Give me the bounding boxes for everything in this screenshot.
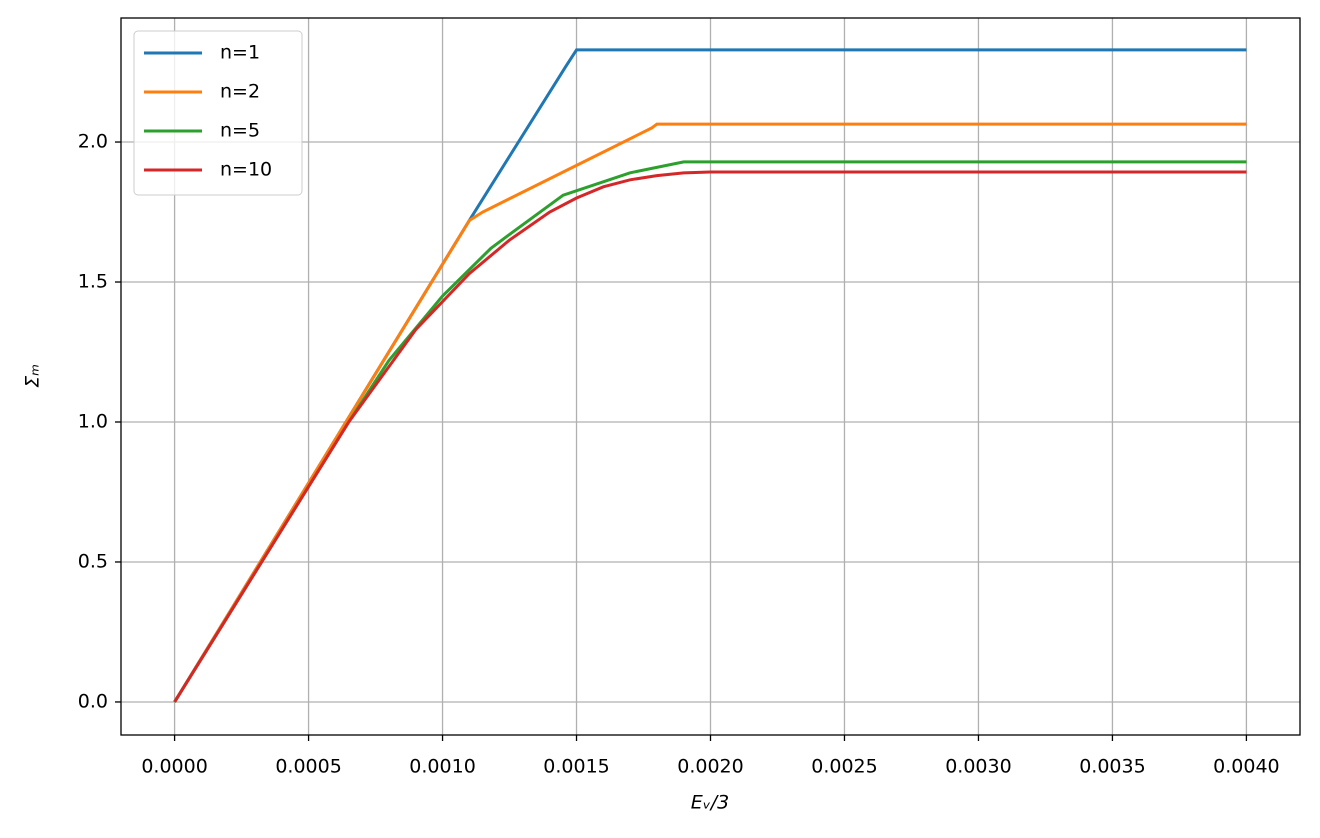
x-tick-label: 0.0025 [811, 756, 877, 778]
x-tick-label: 0.0000 [141, 756, 207, 778]
x-tick-label: 0.0035 [1079, 756, 1145, 778]
legend-label: n=2 [220, 81, 260, 103]
x-tick-label: 0.0015 [543, 756, 609, 778]
y-tick-label: 2.0 [78, 131, 108, 153]
y-axis-label: Σₘ [22, 364, 44, 388]
y-tick-label: 1.0 [78, 410, 108, 432]
y-tick-label: 0.5 [78, 550, 108, 572]
legend-label: n=10 [220, 159, 272, 181]
x-tick-label: 0.0040 [1213, 756, 1279, 778]
legend-frame [133, 30, 303, 196]
series-line [173, 122, 1247, 703]
plot-frame [120, 17, 1301, 736]
x-tick-label: 0.0005 [275, 756, 341, 778]
x-tick-label: 0.0010 [409, 756, 475, 778]
x-tick-label: 0.0020 [677, 756, 743, 778]
y-tick-label: 0.0 [78, 690, 108, 712]
y-tick-label: 1.5 [78, 271, 108, 293]
series-line [173, 170, 1247, 703]
legend: n=1 n=2 n=5 n=10 [133, 30, 303, 196]
x-axis-label: Eᵥ/3 [691, 792, 729, 814]
series-line [173, 160, 1247, 703]
legend-label: n=1 [220, 42, 260, 64]
x-tick-label: 0.0030 [945, 756, 1011, 778]
legend-label: n=5 [220, 120, 260, 142]
